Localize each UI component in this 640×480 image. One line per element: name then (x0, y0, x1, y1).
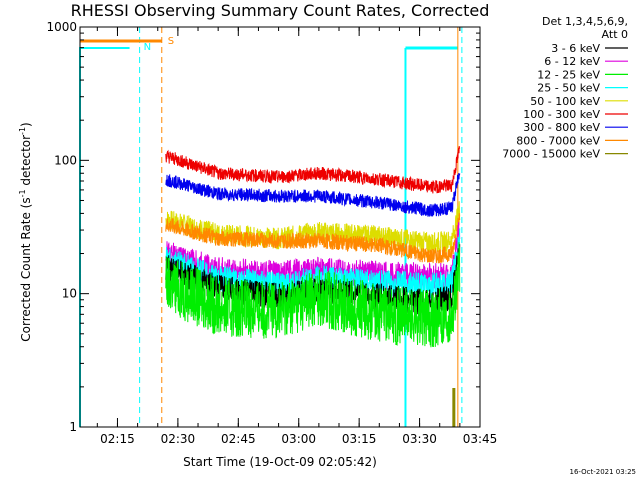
legend-item-label: 25 - 50 keV (537, 82, 600, 95)
x-tick-label: 03:30 (402, 432, 437, 446)
x-tick-label: 03:00 (281, 432, 316, 446)
legend-item-label: 100 - 300 keV (523, 108, 600, 121)
legend-item-label: 50 - 100 keV (530, 95, 600, 108)
legend-header-line2: Att 0 (602, 28, 628, 41)
saa-label: S (168, 36, 174, 47)
night-label: N (144, 42, 151, 53)
x-axis-ticks: 02:15 02:30 02:45 03:00 03:15 03:30 03:45 (96, 27, 498, 446)
y-axis-label-end: ) (19, 122, 33, 127)
y-axis-ticks: 1 10 100 1000 (46, 20, 480, 434)
y-axis-label: Corrected Count Rate (s-1 detector-1) (18, 122, 33, 341)
x-tick-label: 02:45 (221, 432, 256, 446)
series-line-12-25keV (165, 242, 461, 348)
y-axis-label-sup1: -1 (18, 189, 27, 197)
x-tick-label: 03:45 (463, 432, 498, 446)
legend-item-label: 6 - 12 keV (544, 55, 600, 68)
legend-item-label: 3 - 6 keV (551, 42, 600, 55)
x-axis-label: Start Time (19-Oct-09 02:05:42) (183, 455, 377, 469)
chart-title: RHESSI Observing Summary Count Rates, Co… (71, 1, 490, 20)
legend-item-label: 300 - 800 keV (523, 121, 600, 134)
y-tick-label: 1000 (46, 20, 77, 34)
series-layer (165, 146, 461, 348)
plot-frame (79, 26, 481, 428)
legend-item-label: 7000 - 15000 keV (502, 148, 600, 161)
y-tick-label: 1 (69, 420, 77, 434)
footer-timestamp: 16-Oct-2021 03:25 (570, 468, 636, 476)
y-axis-label-mid: detector (19, 135, 33, 190)
y-tick-label: 100 (54, 153, 77, 167)
legend-item-label: 800 - 7000 keV (516, 134, 600, 147)
status-bands: SN (79, 27, 463, 427)
series-line-800-7000keV (165, 213, 461, 264)
x-tick-label: 02:15 (100, 432, 135, 446)
y-tick-label: 10 (62, 287, 77, 301)
night-marker-start (79, 47, 130, 427)
series-line-300-800keV (165, 173, 461, 217)
x-tick-label: 03:15 (342, 432, 377, 446)
series-line-100-300keV (165, 146, 461, 194)
y-axis-label-main: Corrected Count Rate (s (19, 197, 33, 341)
legend-header-line1: Det 1,3,4,5,6,9, (542, 15, 628, 28)
legend-item-label: 12 - 25 keV (537, 68, 600, 81)
x-tick-label: 02:30 (161, 432, 196, 446)
y-axis-label-sup2: -1 (18, 127, 27, 135)
